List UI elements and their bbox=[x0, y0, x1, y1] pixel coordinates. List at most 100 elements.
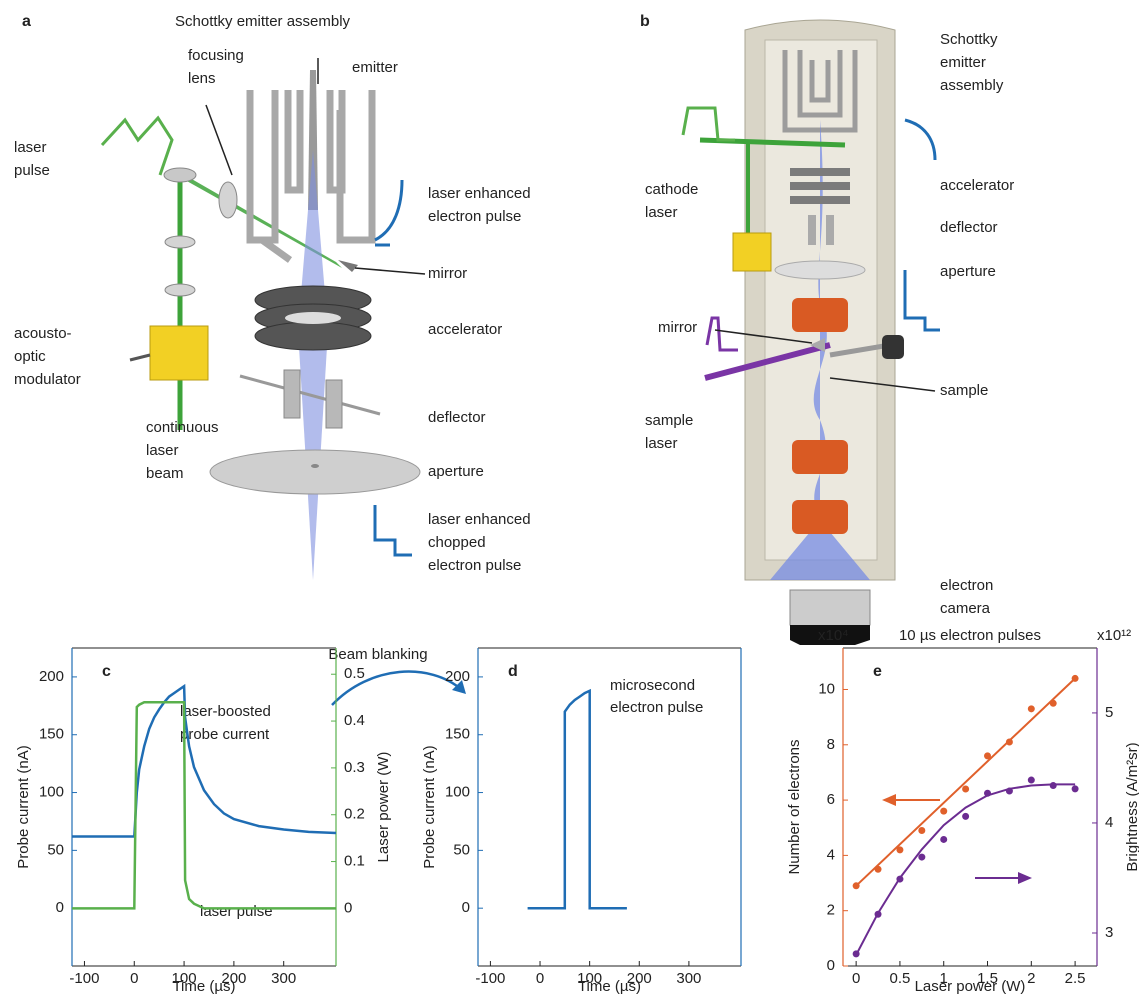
diagram-b bbox=[681, 19, 940, 645]
y2-tick-label: 4 bbox=[1105, 814, 1113, 831]
diagram-label: laser bbox=[14, 139, 47, 156]
blanking-arrow bbox=[331, 670, 463, 706]
y-tick-label: 200 bbox=[445, 668, 470, 685]
y2-tick-label: 0.4 bbox=[344, 712, 365, 729]
panel-label: e bbox=[873, 663, 882, 680]
data-line bbox=[72, 701, 336, 910]
modulator-box bbox=[149, 325, 209, 381]
x-axis-label: Time (µs) bbox=[578, 978, 641, 995]
pulse-shapes bbox=[903, 118, 940, 332]
pointer bbox=[829, 377, 936, 392]
x-tick-label: 100 bbox=[577, 970, 602, 987]
diagram-label: continuous bbox=[146, 419, 219, 436]
aperture-hole bbox=[311, 464, 319, 468]
diagram-label: modulator bbox=[14, 371, 81, 388]
y2-tick-label: 0.5 bbox=[344, 665, 365, 682]
diagram-label: chopped bbox=[428, 534, 486, 551]
data-point bbox=[1005, 738, 1013, 746]
diagram-label: optic bbox=[14, 348, 46, 365]
x-tick-label: 300 bbox=[676, 970, 701, 987]
y-tick-label: 50 bbox=[453, 841, 470, 858]
diagram-label: electron bbox=[940, 577, 993, 594]
y-tick-label: 0 bbox=[462, 899, 470, 916]
x-tick-label: 200 bbox=[627, 970, 652, 987]
fit-line bbox=[855, 677, 1076, 887]
y2-tick-label: 0.2 bbox=[344, 806, 365, 823]
diagram-a bbox=[100, 58, 426, 580]
panel-label: d bbox=[508, 663, 518, 680]
y-multiplier: x10⁴ bbox=[818, 627, 849, 644]
data-point bbox=[940, 807, 948, 815]
data-point bbox=[1005, 787, 1013, 795]
data-point bbox=[874, 910, 882, 918]
laser-focus bbox=[176, 170, 342, 268]
emitter-tip bbox=[308, 70, 318, 210]
lens-coil bbox=[792, 298, 848, 332]
y2-tick-label: 5 bbox=[1105, 704, 1113, 721]
data-point bbox=[896, 846, 904, 854]
y-tick-label: 0 bbox=[56, 899, 64, 916]
diagram-label: laser enhanced bbox=[428, 185, 531, 202]
diagram-label: camera bbox=[940, 600, 991, 617]
lens bbox=[164, 235, 196, 249]
diagram-label: deflector bbox=[940, 219, 998, 236]
arrow-head bbox=[1018, 872, 1032, 884]
data-point bbox=[874, 865, 882, 873]
x-tick-label: 0 bbox=[852, 970, 860, 987]
cable bbox=[129, 353, 151, 362]
camera-base bbox=[790, 625, 870, 645]
diagram-label: cathode bbox=[645, 181, 698, 198]
x-tick-label: 300 bbox=[271, 970, 296, 987]
diagram-label: sample bbox=[940, 382, 988, 399]
aperture-disk bbox=[774, 260, 866, 280]
diagram-label: electron pulse bbox=[428, 208, 521, 225]
x-tick-label: 100 bbox=[172, 970, 197, 987]
deflector-plate bbox=[808, 215, 816, 245]
pointer bbox=[714, 329, 813, 344]
deflector-rod bbox=[239, 374, 381, 416]
pointer bbox=[205, 104, 233, 176]
data-point bbox=[852, 950, 860, 958]
x-tick-label: 0.5 bbox=[890, 970, 911, 987]
diagram-label: laser enhanced bbox=[428, 511, 531, 528]
data-point bbox=[1071, 674, 1079, 682]
y-tick-label: 2 bbox=[827, 902, 835, 919]
y2-multiplier: x10¹² bbox=[1097, 627, 1131, 644]
diagram-label: assembly bbox=[940, 77, 1004, 94]
x-tick-label: 0 bbox=[536, 970, 544, 987]
pointer bbox=[354, 267, 426, 275]
laser-pulse-shape bbox=[100, 115, 174, 176]
lens-coil bbox=[792, 500, 848, 534]
deflector-plate bbox=[283, 369, 301, 419]
chart-title: 10 µs electron pulses bbox=[899, 627, 1041, 644]
y-axis-label: Probe current (nA) bbox=[421, 745, 438, 868]
accelerator-plates bbox=[790, 168, 850, 204]
sample-pulse-shape bbox=[705, 316, 738, 352]
data-point bbox=[918, 853, 926, 861]
diagram-label: accelerator bbox=[428, 321, 502, 338]
x-tick-label: 1 bbox=[940, 970, 948, 987]
annotation: probe current bbox=[180, 726, 270, 743]
data-point bbox=[1027, 776, 1035, 784]
data-point bbox=[1049, 782, 1057, 790]
y-tick-label: 0 bbox=[827, 957, 835, 974]
y-tick-label: 10 bbox=[818, 680, 835, 697]
mirror-shape bbox=[810, 338, 825, 352]
y-tick-label: 6 bbox=[827, 791, 835, 808]
diagram-label: sample bbox=[645, 412, 693, 429]
sample-holder bbox=[882, 335, 904, 359]
arrow-head bbox=[452, 680, 466, 694]
data-point bbox=[918, 827, 926, 835]
diagram-label: beam bbox=[146, 465, 184, 482]
lens bbox=[163, 167, 197, 183]
chopped-pulse-shape bbox=[373, 505, 412, 557]
data-point bbox=[940, 835, 948, 843]
aperture-disk bbox=[209, 449, 421, 495]
focusing-lens bbox=[218, 181, 238, 219]
data-point bbox=[984, 789, 992, 797]
y-axis-label: Number of electrons bbox=[786, 739, 803, 874]
diagram-label: Schottky bbox=[940, 31, 998, 48]
chart: 0 0.5 1 1.5 2 2.5 0 2 4 6 8 10 3 4 5 Laser power (W) Num… bbox=[786, 627, 1139, 995]
